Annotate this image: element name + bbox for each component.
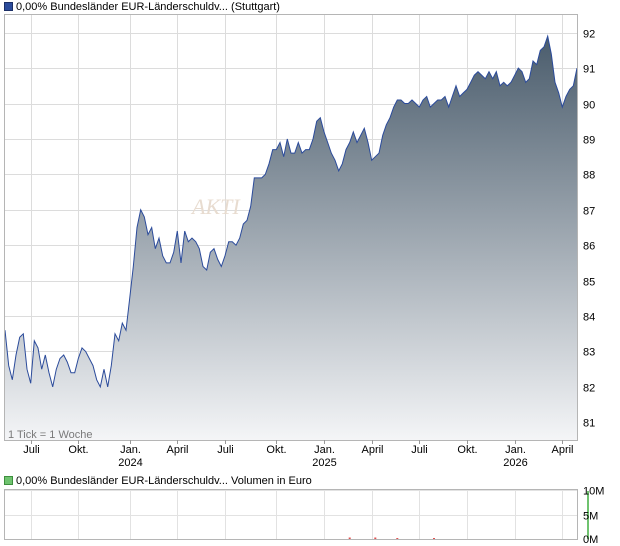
x-tick-label: Jan.: [120, 444, 141, 456]
x-tick-label: April: [551, 444, 573, 456]
x-tick-year: 2026: [503, 457, 527, 469]
x-tick-label: Okt.: [457, 444, 477, 456]
y-tick-label: 86: [583, 241, 595, 253]
y-tick-label: 87: [583, 206, 595, 218]
x-tick-label: Okt.: [68, 444, 88, 456]
x-tick-label: Jan.: [505, 444, 526, 456]
price-legend-label: 0,00% Bundesländer EUR-Länderschuldv...: [16, 1, 228, 13]
y-tick-label: 90: [583, 100, 595, 112]
x-tick-label: Juli: [217, 444, 234, 456]
volume-bar: [587, 491, 589, 539]
volume-bar: [348, 537, 351, 539]
volume-legend-label: 0,00% Bundesländer EUR-Länderschuldv... …: [16, 475, 312, 487]
volume-legend: 0,00% Bundesländer EUR-Länderschuldv... …: [4, 475, 312, 487]
y-tick-label: 82: [583, 383, 595, 395]
y-tick-label: 83: [583, 347, 595, 359]
price-area: [5, 36, 577, 440]
volume-y-tick-label: 0M: [583, 534, 598, 546]
tick-note: 1 Tick = 1 Woche: [8, 429, 92, 441]
y-tick-label: 84: [583, 312, 595, 324]
y-tick-label: 88: [583, 170, 595, 182]
volume-y-tick-label: 10M: [583, 486, 604, 498]
y-tick-label: 91: [583, 64, 595, 76]
y-tick-label: 85: [583, 277, 595, 289]
y-tick-label: 92: [583, 29, 595, 41]
x-tick-label: April: [166, 444, 188, 456]
price-legend-swatch: [4, 2, 13, 11]
x-tick-label: Juli: [23, 444, 40, 456]
watermark-text: AKTI: [190, 194, 241, 219]
y-tick-label: 81: [583, 418, 595, 430]
x-tick-label: Juli: [411, 444, 428, 456]
volume-plot-frame: [4, 489, 578, 540]
volume-bar: [433, 538, 435, 539]
volume-bar: [374, 537, 377, 539]
x-tick-year: 2025: [312, 457, 336, 469]
volume-bars: [348, 491, 589, 539]
x-tick-label: Okt.: [266, 444, 286, 456]
price-legend: 0,00% Bundesländer EUR-Länderschuldv... …: [4, 1, 280, 13]
x-tick-label: April: [361, 444, 383, 456]
price-y-axis: 81 82 83 84 85 86 87 88 89 90 91 92: [583, 29, 595, 430]
x-tick-year: 2024: [118, 457, 142, 469]
volume-legend-swatch: [4, 476, 13, 485]
y-tick-label: 89: [583, 135, 595, 147]
price-legend-exchange: (Stuttgart): [231, 1, 280, 13]
volume-y-axis: 0M 5M 10M: [583, 486, 604, 546]
x-tick-label: Jan.: [314, 444, 335, 456]
volume-y-tick-label: 5M: [583, 511, 598, 523]
price-line: [4, 34, 578, 389]
volume-bar: [396, 538, 399, 539]
price-plot-frame: [4, 14, 578, 441]
volume-grid: [5, 490, 577, 540]
